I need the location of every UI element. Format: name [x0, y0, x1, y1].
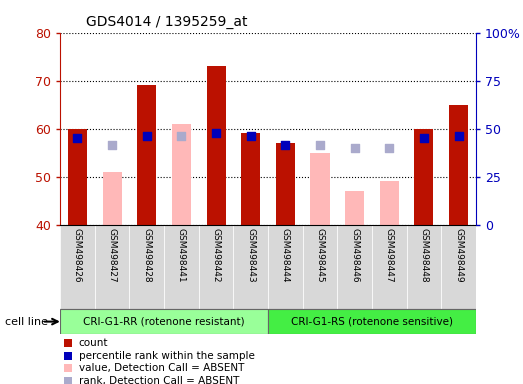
Bar — [241, 134, 260, 225]
Text: GDS4014 / 1395259_at: GDS4014 / 1395259_at — [86, 15, 248, 29]
Bar — [449, 104, 468, 225]
Point — [246, 133, 255, 139]
Text: GSM498444: GSM498444 — [281, 228, 290, 283]
Text: value, Detection Call = ABSENT: value, Detection Call = ABSENT — [79, 363, 244, 373]
Point — [212, 131, 220, 137]
Text: GSM498441: GSM498441 — [177, 228, 186, 283]
Bar — [60, 225, 95, 309]
Bar — [380, 182, 399, 225]
Bar — [407, 225, 441, 309]
Text: GSM498446: GSM498446 — [350, 228, 359, 283]
Bar — [95, 225, 129, 309]
Bar — [372, 225, 407, 309]
Bar — [207, 66, 225, 225]
Text: GSM498443: GSM498443 — [246, 228, 255, 283]
Text: GSM498426: GSM498426 — [73, 228, 82, 283]
Bar — [268, 225, 303, 309]
Point — [73, 135, 82, 141]
Point — [177, 133, 186, 139]
Bar — [199, 225, 233, 309]
Point — [385, 145, 393, 151]
Bar — [303, 225, 337, 309]
Bar — [164, 225, 199, 309]
Bar — [137, 86, 156, 225]
Bar — [337, 225, 372, 309]
Point — [64, 340, 73, 346]
Text: GSM498428: GSM498428 — [142, 228, 151, 283]
Text: GSM498448: GSM498448 — [419, 228, 428, 283]
Bar — [233, 225, 268, 309]
Text: GSM498442: GSM498442 — [212, 228, 221, 283]
Point — [64, 377, 73, 384]
Bar — [60, 309, 268, 334]
Bar — [268, 309, 476, 334]
Text: cell line: cell line — [5, 316, 48, 327]
Text: GSM498447: GSM498447 — [385, 228, 394, 283]
Bar — [345, 191, 364, 225]
Text: CRI-G1-RS (rotenone sensitive): CRI-G1-RS (rotenone sensitive) — [291, 316, 453, 327]
Bar — [311, 152, 329, 225]
Text: percentile rank within the sample: percentile rank within the sample — [79, 351, 255, 361]
Text: CRI-G1-RR (rotenone resistant): CRI-G1-RR (rotenone resistant) — [83, 316, 245, 327]
Point — [454, 133, 463, 139]
Point — [108, 142, 116, 149]
Bar — [103, 172, 122, 225]
Point — [350, 145, 359, 151]
Bar — [414, 129, 434, 225]
Text: GSM498445: GSM498445 — [315, 228, 324, 283]
Text: GSM498449: GSM498449 — [454, 228, 463, 283]
Bar — [441, 225, 476, 309]
Bar — [172, 124, 191, 225]
Bar — [129, 225, 164, 309]
Point — [316, 142, 324, 149]
Point — [281, 142, 290, 149]
Point — [64, 365, 73, 371]
Text: GSM498427: GSM498427 — [108, 228, 117, 283]
Text: rank, Detection Call = ABSENT: rank, Detection Call = ABSENT — [79, 376, 239, 384]
Bar — [68, 129, 87, 225]
Text: count: count — [79, 338, 108, 348]
Point — [420, 135, 428, 141]
Bar — [276, 143, 295, 225]
Point — [143, 133, 151, 139]
Point — [64, 353, 73, 359]
